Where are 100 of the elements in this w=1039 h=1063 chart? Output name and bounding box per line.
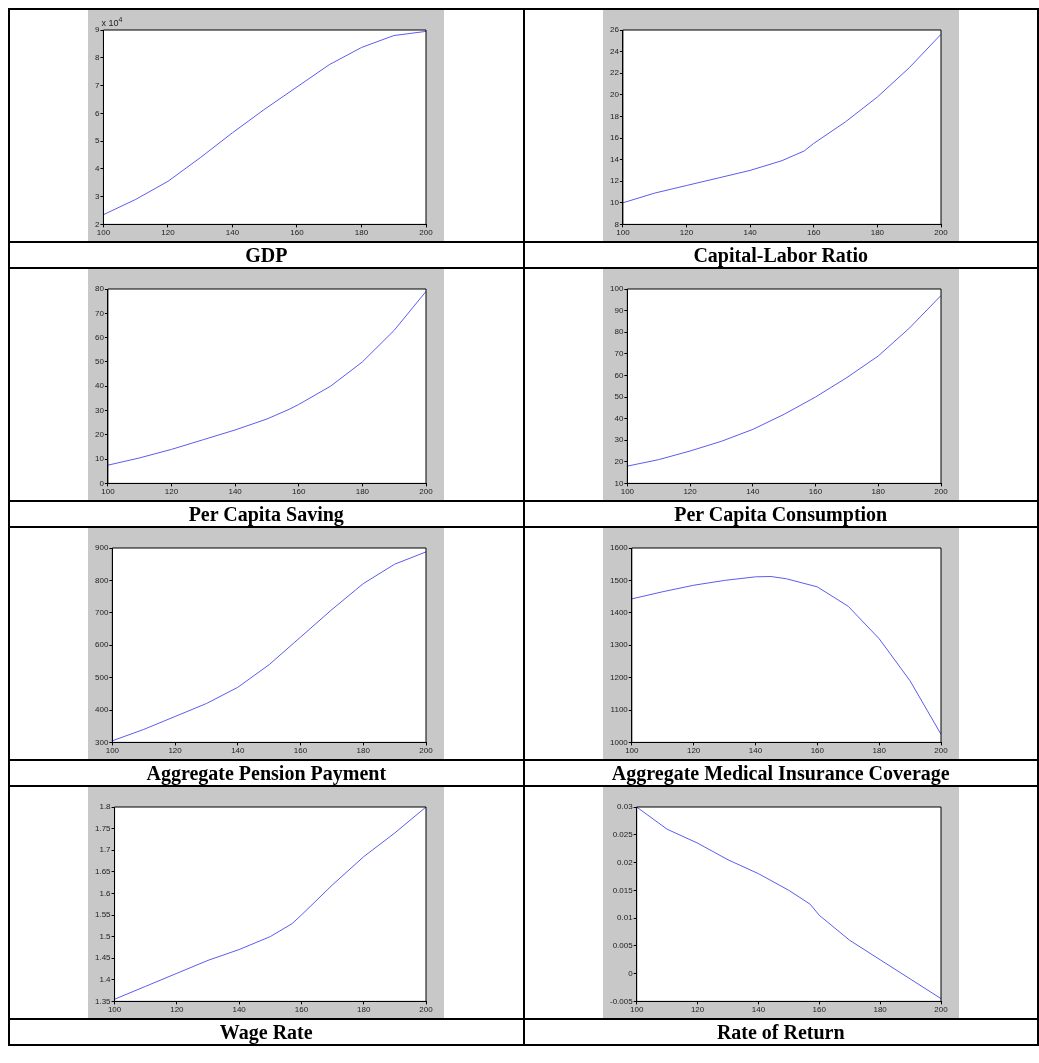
y-tick-label: 80 [95, 284, 105, 294]
y-tick-label: 30 [614, 435, 624, 445]
text: Capital-Labor Ratio [523, 242, 1038, 268]
x-tick-label: 160 [810, 746, 825, 756]
y-tick-label: 80 [614, 327, 624, 337]
y-tick-label: 1.65 [95, 867, 112, 876]
y-tick-label: 1.55 [95, 910, 112, 920]
text: Wage Rate [9, 1019, 524, 1045]
x-tick-label: 100 [108, 1005, 123, 1015]
text: Per Capita Saving [9, 501, 524, 527]
y-tick-label: 300 [95, 737, 110, 747]
y-tick-label: 0.005 [612, 941, 633, 951]
y-tick-label: 0.03 [616, 802, 633, 812]
y-tick-label: 10 [95, 454, 105, 464]
y-tick-label: 50 [95, 357, 105, 367]
text: Aggregate Pension Payment [9, 760, 524, 786]
x-tick-label: 180 [873, 1005, 888, 1015]
x-tick-label: 200 [419, 1005, 434, 1015]
y-tick-label: 5 [95, 136, 101, 146]
y-tick-label: 24 [609, 46, 620, 56]
y-tick-label: 800 [95, 575, 110, 585]
y-tick-label: 600 [95, 640, 110, 650]
y-tick-label: 1300 [609, 640, 629, 650]
y-tick-label: 4 [95, 164, 101, 174]
y-tick-label: 1.4 [99, 975, 112, 984]
y-tick-label: 8 [614, 219, 620, 229]
x-tick-label: 180 [870, 228, 885, 238]
text: Rate of Return [523, 1019, 1038, 1045]
y-tick-label: 1.6 [99, 888, 112, 898]
x-tick-label: 160 [290, 228, 305, 238]
y-tick-label: 700 [95, 608, 110, 617]
y-tick-label: 60 [95, 332, 105, 342]
x-tick-label: 140 [748, 746, 763, 756]
x-tick-label: 200 [934, 1005, 948, 1015]
y-tick-label: 1.5 [99, 931, 112, 941]
y-tick-label: 1400 [609, 608, 629, 617]
y-tick-label: 900 [95, 543, 110, 553]
x-tick-label: 140 [228, 487, 243, 497]
x-tick-label: 100 [629, 1005, 644, 1015]
y-tick-label: 10 [609, 198, 620, 207]
x-tick-label: 160 [806, 228, 821, 238]
y-tick-label: 7 [95, 80, 101, 90]
x-tick-label: 180 [871, 487, 886, 497]
x-tick-label: 140 [231, 746, 246, 756]
y-tick-label: 0.025 [612, 829, 633, 839]
y-tick-label: 1.35 [95, 996, 112, 1006]
y-tick-label: 1200 [609, 672, 629, 682]
x-tick-label: 140 [232, 1005, 247, 1015]
x-tick-label: 120 [165, 487, 179, 497]
x-tick-label: 200 [934, 487, 948, 497]
x-tick-label: 160 [294, 746, 309, 756]
y-tick-label: 50 [614, 392, 624, 402]
y-tick-label: 400 [95, 705, 110, 715]
y-tick-label: 12 [609, 176, 620, 186]
x-tick-label: 200 [419, 487, 434, 497]
y-tick-label: 20 [95, 430, 105, 439]
x-tick-label: 180 [872, 746, 887, 756]
y-tick-label: 100 [609, 284, 624, 294]
x-tick-label: 120 [683, 487, 698, 497]
y-tick-label: 0.01 [616, 913, 633, 923]
y-tick-label: 1.8 [99, 802, 112, 812]
y-tick-label: 0.02 [616, 857, 633, 867]
x-tick-label: 200 [419, 746, 434, 756]
y-tick-label: 1.75 [95, 823, 112, 833]
x-tick-label: 120 [170, 1005, 185, 1015]
y-tick-label: 2 [95, 219, 101, 229]
text: Aggregate Medical Insurance Coverage [523, 760, 1038, 786]
x-tick-label: 120 [690, 1005, 705, 1015]
text: GDP [9, 242, 524, 268]
x-tick-label: 180 [355, 228, 369, 238]
y-tick-label: 1.45 [95, 953, 112, 963]
x-tick-label: 120 [161, 228, 176, 238]
x-tick-label: 160 [295, 1005, 309, 1015]
x-tick-label: 140 [743, 228, 758, 238]
x-tick-label: 180 [357, 1005, 372, 1015]
x-tick-label: 160 [292, 487, 307, 497]
y-tick-label: 1100 [610, 705, 629, 715]
y-tick-label: 14 [609, 154, 620, 164]
y-tick-label: 26 [609, 25, 620, 35]
y-tick-label: 60 [614, 370, 624, 380]
x-tick-label: 120 [679, 228, 694, 238]
x-tick-label: 120 [168, 746, 183, 756]
y-tick-label: 20 [609, 90, 620, 99]
y-tick-label: 500 [95, 672, 110, 682]
y-tick-label: 16 [609, 133, 620, 143]
x-tick-label: 160 [812, 1005, 827, 1015]
x-tick-label: 120 [686, 746, 701, 756]
x-tick-label: 140 [745, 487, 760, 497]
y-tick-label: 1.7 [99, 845, 112, 855]
y-tick-label: 18 [609, 111, 620, 121]
y-tick-label: 20 [614, 457, 624, 466]
y-tick-label: 8 [95, 52, 101, 62]
y-tick-label: 1500 [609, 575, 629, 585]
y-tick-label: 40 [95, 381, 105, 391]
y-tick-label: 3 [95, 191, 101, 201]
x-tick-label: 180 [356, 746, 371, 756]
x-tick-label: 200 [934, 228, 948, 238]
y-tick-label: 40 [614, 413, 624, 423]
x-tick-label: 180 [355, 487, 370, 497]
x-tick-label: 200 [419, 228, 434, 238]
